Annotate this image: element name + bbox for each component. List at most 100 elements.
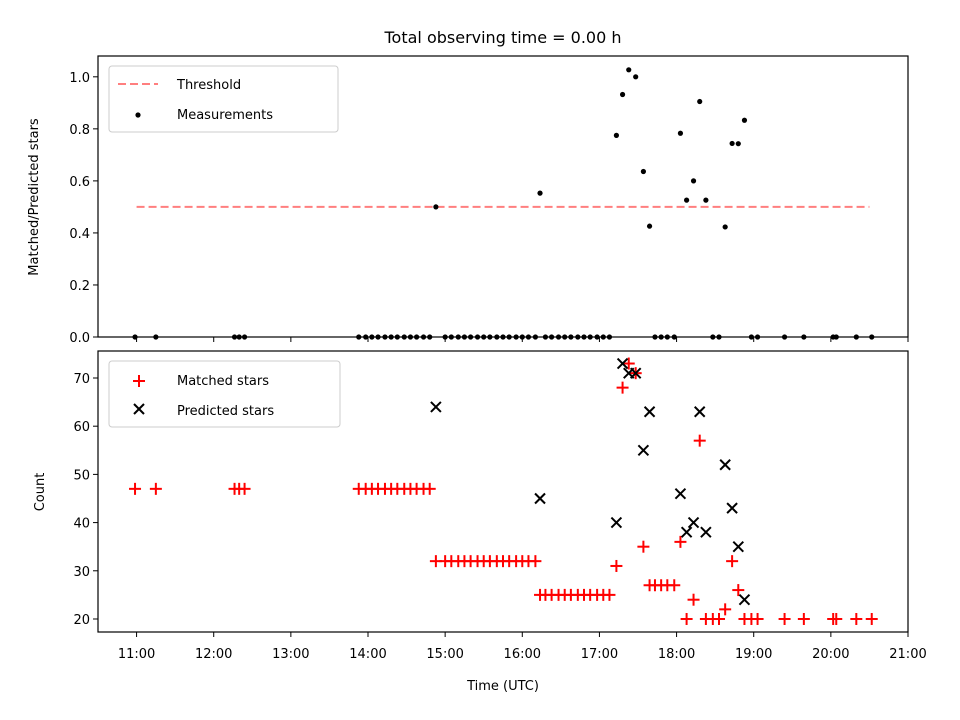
predicted-star-point: [687, 516, 700, 529]
measurement-point: [729, 140, 735, 147]
bottom-xtick-label: 17:00: [581, 647, 618, 662]
bottom-ytick-label: 30: [73, 565, 90, 580]
bottom-ytick-label: 70: [73, 372, 90, 387]
top-panel: 0.0 0.2 0.4 0.6 0.8 1.0 Matched/Predicted sta…: [27, 55, 909, 346]
predicted-legend-swatch: [133, 403, 145, 415]
top-ytick-label: 0.4: [69, 227, 90, 242]
predicted-star-point: [719, 459, 731, 471]
measurement-point: [697, 98, 703, 105]
matched-star-point: [693, 434, 706, 447]
matched-star-point: [687, 593, 700, 606]
matched-star-point: [610, 559, 623, 572]
predicted-star-point: [732, 540, 744, 553]
measurement-point: [741, 117, 748, 123]
measurement-point: [646, 223, 653, 229]
bottom-ytick-label: 40: [73, 517, 90, 532]
predicted-star-point: [726, 502, 738, 514]
matched-legend-label: Matched stars: [177, 374, 269, 389]
measurements-legend-swatch: [135, 112, 141, 118]
bottom-xtick-label: 11:00: [118, 647, 155, 662]
measurement-point: [735, 141, 741, 147]
matched-star-point: [865, 612, 878, 625]
matched-star-point: [129, 482, 142, 495]
top-legend-frame: [108, 65, 339, 133]
matched-star-point: [238, 482, 251, 495]
bottom-plot-area: [97, 350, 909, 633]
measurement-point: [613, 132, 620, 138]
measurement-point: [677, 130, 684, 136]
measurement-point: [433, 204, 439, 210]
matched-star-point: [622, 357, 635, 370]
predicted-stars-series: [430, 357, 751, 606]
predicted-star-point: [694, 406, 706, 418]
matched-star-point: [674, 535, 687, 548]
matched-star-point: [751, 612, 764, 625]
x-axis-label: Time (UTC): [466, 679, 539, 694]
bottom-yticks: 20 30 40 50 60 70: [73, 372, 98, 628]
predicted-star-point: [637, 444, 650, 456]
predicted-star-point: [680, 526, 693, 538]
top-ytick-label: 0.0: [69, 331, 90, 346]
matched-star-point: [149, 482, 162, 495]
bottom-ytick-label: 50: [73, 468, 90, 483]
matched-star-point: [616, 381, 629, 394]
predicted-star-point: [616, 357, 629, 370]
measurement-point: [619, 91, 626, 98]
predicted-star-point: [674, 487, 687, 500]
bottom-xtick-label: 14:00: [349, 647, 386, 662]
measurement-point: [684, 197, 690, 203]
predicted-star-point: [610, 516, 623, 529]
predicted-star-point: [534, 492, 546, 505]
bottom-xtick-label: 12:00: [195, 647, 232, 662]
bottom-ytick-label: 60: [73, 420, 90, 435]
bottom-xtick-label: 21:00: [889, 647, 926, 662]
measurements-legend-label: Measurements: [177, 108, 273, 123]
predicted-star-point: [738, 593, 751, 606]
predicted-star-point: [430, 401, 442, 413]
bottom-xtick-label: 19:00: [735, 647, 772, 662]
bottom-panel: 20 30 40 50 60 70 11:00 12:00 13:00 14:00 15:00 16…: [33, 350, 927, 694]
matched-legend-swatch: [133, 375, 145, 387]
matched-star-point: [680, 612, 693, 625]
top-legend: Threshold Measurements: [108, 65, 339, 133]
bottom-y-axis-label: Count: [33, 473, 48, 512]
bottom-legend: Matched stars Predicted stars: [108, 360, 341, 428]
predicted-star-point: [700, 526, 712, 538]
bottom-legend-frame: [108, 360, 341, 428]
measurement-point: [722, 224, 728, 230]
top-y-axis-label: Matched/Predicted stars: [27, 118, 42, 276]
bottom-xtick-label: 20:00: [812, 647, 849, 662]
matched-star-point: [713, 612, 725, 625]
predicted-star-point: [643, 406, 656, 418]
matched-stars-series: [129, 357, 878, 625]
matched-star-point: [830, 612, 843, 625]
matched-star-point: [603, 588, 616, 601]
top-grid-ticks: 0.0 0.2 0.4 0.6 0.8 1.0: [69, 71, 98, 346]
bottom-xtick-label: 18:00: [658, 647, 695, 662]
top-ytick-label: 0.8: [69, 123, 90, 138]
measurement-point: [703, 197, 709, 203]
bottom-xtick-label: 16:00: [504, 647, 541, 662]
measurement-point: [690, 178, 697, 184]
threshold-legend-label: Threshold: [176, 78, 241, 93]
predicted-legend-label: Predicted stars: [177, 404, 274, 419]
top-ytick-label: 0.6: [69, 175, 90, 190]
bottom-xtick-label: 15:00: [426, 647, 463, 662]
measurement-point: [626, 67, 632, 73]
matched-star-point: [637, 540, 650, 553]
measurement-point: [537, 190, 543, 196]
matched-star-point: [726, 555, 739, 568]
matched-star-point: [778, 612, 791, 625]
matched-star-point: [732, 584, 745, 597]
measurement-point: [633, 74, 639, 80]
matched-star-point: [529, 555, 542, 568]
bottom-xticks: 11:00 12:00 13:00 14:00 15:00 16:00 17:00 18:00…: [118, 632, 927, 662]
matched-star-point: [719, 603, 732, 616]
top-chart-title: Total observing time = 0.00 h: [383, 28, 621, 47]
top-ytick-label: 1.0: [69, 71, 90, 86]
matched-star-point: [668, 579, 681, 592]
top-plot-area: [97, 55, 909, 338]
matched-star-point: [850, 612, 863, 625]
bottom-xtick-label: 13:00: [272, 647, 309, 662]
